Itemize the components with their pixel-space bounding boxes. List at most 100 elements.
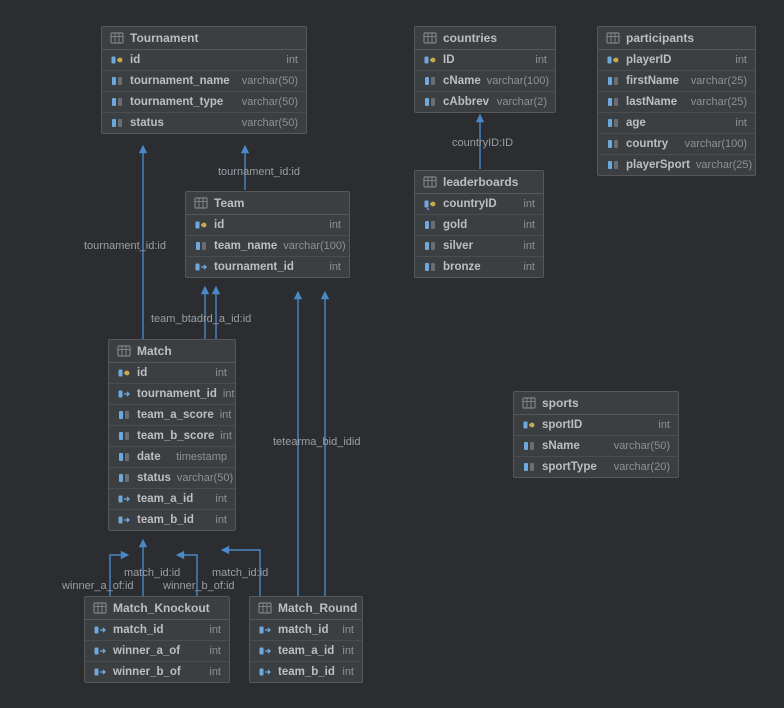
column-name: match_id — [278, 624, 336, 636]
column-type: int — [729, 54, 747, 66]
table-header-leaderboards[interactable]: leaderboards — [415, 171, 543, 194]
column-type: varchar(2) — [491, 96, 547, 108]
column-tournament-status[interactable]: status varchar(50) — [102, 112, 306, 133]
table-icon — [194, 196, 208, 210]
column-countries-cAbbrev[interactable]: cAbbrev varchar(2) — [415, 91, 555, 112]
column-tournament-tournament_type[interactable]: tournament_type varchar(50) — [102, 91, 306, 112]
column-match-id[interactable]: id int — [109, 363, 235, 383]
column-leaderboards-gold[interactable]: gold int — [415, 214, 543, 235]
column-type: int — [336, 624, 354, 636]
table-header-participants[interactable]: participants — [598, 27, 755, 50]
column-match_round-team_b_id[interactable]: team_b_id int — [250, 661, 362, 682]
table-header-sports[interactable]: sports — [514, 392, 678, 415]
table-leaderboards[interactable]: leaderboards countryID int gold int silv… — [414, 170, 544, 278]
column-sports-sName[interactable]: sName varchar(50) — [514, 435, 678, 456]
column-name: sName — [542, 440, 608, 452]
table-icon — [110, 31, 124, 45]
column-type: varchar(50) — [236, 117, 298, 129]
col-icon — [606, 74, 620, 88]
pkfk-icon — [423, 197, 437, 211]
column-match_round-match_id[interactable]: match_id int — [250, 620, 362, 640]
column-sports-sportID[interactable]: sportID int — [514, 415, 678, 435]
relationship-label: tetearma_bid_idid — [273, 436, 360, 448]
column-match-tournament_id[interactable]: tournament_id int — [109, 383, 235, 404]
table-match_round[interactable]: Match_Round match_id int team_a_id int t… — [249, 596, 363, 683]
table-tournament[interactable]: Tournament id int tournament_name varcha… — [101, 26, 307, 134]
column-match-date[interactable]: date timestamp — [109, 446, 235, 467]
fk-icon — [258, 623, 272, 637]
fk-icon — [93, 665, 107, 679]
column-participants-playerSport[interactable]: playerSport varchar(25) — [598, 154, 755, 175]
column-type: int — [652, 419, 670, 431]
table-match[interactable]: Match id int tournament_id int team_a_sc… — [108, 339, 236, 531]
column-match-team_a_score[interactable]: team_a_score int — [109, 404, 235, 425]
column-team-team_name[interactable]: team_name varchar(100) — [186, 235, 349, 256]
column-match-status[interactable]: status varchar(50) — [109, 467, 235, 488]
fk-icon — [194, 260, 208, 274]
column-match-team_b_id[interactable]: team_b_id int — [109, 509, 235, 530]
column-type: varchar(100) — [481, 75, 549, 87]
col-icon — [522, 460, 536, 474]
column-name: match_id — [113, 624, 203, 636]
column-participants-playerID[interactable]: playerID int — [598, 50, 755, 70]
column-name: sportID — [542, 419, 652, 431]
column-leaderboards-countryID[interactable]: countryID int — [415, 194, 543, 214]
column-participants-firstName[interactable]: firstName varchar(25) — [598, 70, 755, 91]
col-icon — [110, 95, 124, 109]
table-header-match_knockout[interactable]: Match_Knockout — [85, 597, 229, 620]
column-tournament-id[interactable]: id int — [102, 50, 306, 70]
table-header-match[interactable]: Match — [109, 340, 235, 363]
column-team-tournament_id[interactable]: tournament_id int — [186, 256, 349, 277]
column-type: varchar(25) — [685, 96, 747, 108]
column-countries-ID[interactable]: ID int — [415, 50, 555, 70]
column-name: team_a_id — [137, 493, 209, 505]
table-team[interactable]: Team id int team_name varchar(100) tourn… — [185, 191, 350, 278]
column-type: varchar(20) — [608, 461, 670, 473]
table-header-countries[interactable]: countries — [415, 27, 555, 50]
table-header-match_round[interactable]: Match_Round — [250, 597, 362, 620]
table-match_knockout[interactable]: Match_Knockout match_id int winner_a_of … — [84, 596, 230, 683]
column-name: ID — [443, 54, 529, 66]
column-name: cAbbrev — [443, 96, 491, 108]
table-icon — [93, 601, 107, 615]
column-type: int — [209, 367, 227, 379]
table-body: id int tournament_id int team_a_score in… — [109, 363, 235, 530]
table-sports[interactable]: sports sportID int sName varchar(50) spo… — [513, 391, 679, 478]
column-match_knockout-winner_a_of[interactable]: winner_a_of int — [85, 640, 229, 661]
column-match_knockout-winner_b_of[interactable]: winner_b_of int — [85, 661, 229, 682]
column-name: team_b_id — [278, 666, 336, 678]
column-countries-cName[interactable]: cName varchar(100) — [415, 70, 555, 91]
column-participants-country[interactable]: country varchar(100) — [598, 133, 755, 154]
table-title: Team — [214, 196, 341, 210]
table-body: ID int cName varchar(100) cAbbrev varcha… — [415, 50, 555, 112]
column-match-team_b_score[interactable]: team_b_score int — [109, 425, 235, 446]
table-header-tournament[interactable]: Tournament — [102, 27, 306, 50]
column-match_round-team_a_id[interactable]: team_a_id int — [250, 640, 362, 661]
table-participants[interactable]: participants playerID int firstName varc… — [597, 26, 756, 176]
column-name: team_name — [214, 240, 277, 252]
pk-icon — [194, 218, 208, 232]
column-tournament-tournament_name[interactable]: tournament_name varchar(50) — [102, 70, 306, 91]
column-team-id[interactable]: id int — [186, 215, 349, 235]
col-icon — [117, 408, 131, 422]
table-body: id int team_name varchar(100) tournament… — [186, 215, 349, 277]
column-match-team_a_id[interactable]: team_a_id int — [109, 488, 235, 509]
col-icon — [423, 74, 437, 88]
column-sports-sportType[interactable]: sportType varchar(20) — [514, 456, 678, 477]
column-participants-lastName[interactable]: lastName varchar(25) — [598, 91, 755, 112]
column-type: int — [336, 645, 354, 657]
column-participants-age[interactable]: age int — [598, 112, 755, 133]
column-type: varchar(100) — [679, 138, 747, 150]
column-type: int — [209, 514, 227, 526]
table-title: Match_Round — [278, 601, 357, 615]
column-leaderboards-bronze[interactable]: bronze int — [415, 256, 543, 277]
column-match_knockout-match_id[interactable]: match_id int — [85, 620, 229, 640]
pk-icon — [423, 53, 437, 67]
column-name: team_a_id — [278, 645, 336, 657]
table-countries[interactable]: countries ID int cName varchar(100) cAbb… — [414, 26, 556, 113]
table-header-team[interactable]: Team — [186, 192, 349, 215]
column-type: int — [729, 117, 747, 129]
col-icon — [194, 239, 208, 253]
col-icon — [110, 116, 124, 130]
column-leaderboards-silver[interactable]: silver int — [415, 235, 543, 256]
